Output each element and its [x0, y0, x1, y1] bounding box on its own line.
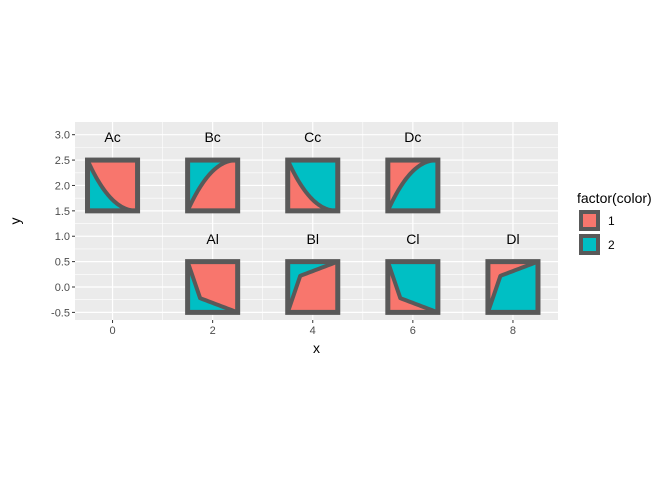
x-tick-label: 8: [510, 325, 516, 337]
glyph-Al: Al: [185, 231, 241, 315]
glyph-border: [385, 259, 441, 315]
y-tick-label: 0.0: [55, 282, 70, 294]
glyph-lower-region: [287, 160, 338, 211]
y-tick-label: 0.5: [55, 257, 70, 269]
glyph-label: Cc: [304, 129, 321, 145]
y-axis-title: y: [7, 218, 23, 225]
x-tick-label: 4: [310, 325, 316, 337]
glyph-divider: [385, 260, 439, 315]
glyph-upper-region: [387, 160, 438, 211]
glyph-upper-region: [287, 160, 338, 211]
glyph-lower-region: [487, 261, 538, 313]
legend-key-2: [579, 234, 600, 255]
glyph-lower-region: [287, 261, 338, 313]
y-tick-label: -0.5: [51, 307, 70, 319]
x-axis: 0 2 4 6 8: [109, 320, 516, 337]
x-tick-label: 2: [210, 325, 216, 337]
glyph-label: Cl: [406, 231, 419, 247]
legend-label-2: 2: [608, 238, 615, 252]
glyph-border: [185, 157, 241, 214]
glyph-upper-region: [187, 261, 238, 313]
legend-title: factor(color): [577, 190, 652, 206]
glyph-border: [185, 259, 241, 315]
glyph-Dc: Dc: [385, 129, 441, 214]
y-tick-label: 3.0: [55, 130, 70, 142]
glyph-Bc: Bc: [185, 129, 241, 214]
glyph-Ac: Ac: [85, 129, 141, 214]
glyph-upper-region: [187, 160, 238, 211]
glyph-Cl: Cl: [385, 231, 441, 315]
glyph-lower-region: [387, 160, 438, 211]
glyph-border: [485, 259, 541, 315]
x-axis-title: x: [313, 340, 320, 356]
glyph-divider: [486, 259, 539, 314]
glyph-label: Dl: [506, 231, 519, 247]
y-tick-label: 2.5: [55, 155, 70, 167]
x-tick-label: 6: [410, 325, 416, 337]
glyph-border: [85, 157, 141, 214]
glyph-label: Dc: [404, 129, 421, 145]
glyph-border: [285, 259, 341, 315]
y-tick-label: 2.0: [55, 180, 70, 192]
glyph-label: Bl: [307, 231, 319, 247]
glyph-lower-region: [187, 160, 238, 211]
glyph-divider: [185, 260, 239, 315]
y-axis: -0.5 0.0 0.5 1.0 1.5 2.0 2.5 3.0: [51, 130, 75, 319]
legend-label-1: 1: [608, 214, 615, 228]
glyph-lower-region: [87, 160, 138, 211]
glyph-layer: Ac Bc Cc Dc Al Bl Cl Dl: [85, 129, 541, 315]
y-tick-label: 1.0: [55, 231, 70, 243]
glyph-label: Al: [206, 231, 218, 247]
glyph-border: [285, 157, 341, 214]
x-tick-label: 0: [109, 325, 115, 337]
legend: factor(color) 1 2: [577, 190, 652, 255]
glyph-label: Ac: [104, 129, 120, 145]
glyph-Dl: Dl: [485, 231, 541, 315]
glyph-label: Bc: [204, 129, 220, 145]
y-tick-label: 1.5: [55, 206, 70, 218]
glyph-divider: [285, 259, 339, 314]
legend-key-1: [579, 210, 600, 231]
glyph-Bl: Bl: [285, 231, 341, 315]
glyph-upper-region: [387, 261, 438, 313]
glyph-upper-region: [87, 160, 138, 211]
glyph-border: [385, 157, 441, 214]
glyph-Cc: Cc: [285, 129, 341, 214]
